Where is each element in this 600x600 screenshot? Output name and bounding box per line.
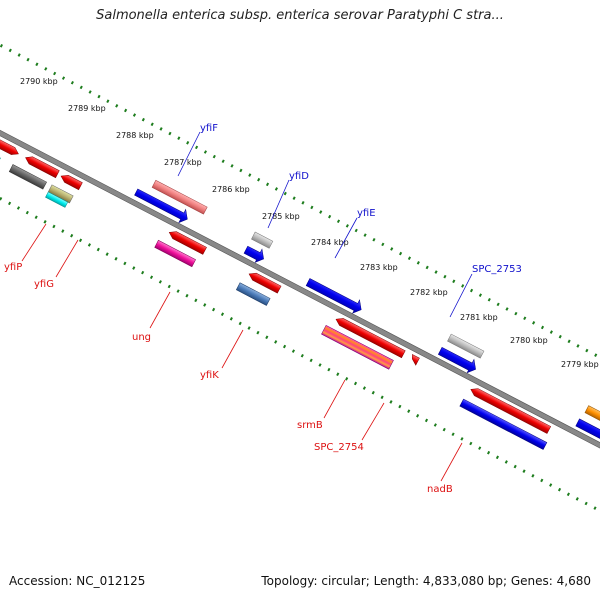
gene-cyan-2[interactable] — [45, 191, 69, 208]
gene-orange[interactable] — [584, 405, 600, 427]
accession-text: Accession: NC_012125 — [9, 574, 146, 588]
ruler-labels: 2790 kbp 2789 kbp 2788 kbp 2787 kbp 2786… — [20, 77, 599, 369]
gene-olive[interactable] — [47, 184, 74, 204]
reverse-gene-labels: yfiP yfiG ung yfiK srmB SPC_2754 nadB — [4, 223, 463, 495]
gene-red-3[interactable] — [59, 172, 83, 191]
gene-srmB[interactable] — [334, 316, 406, 359]
ruler-label: 2779 kbp — [561, 360, 599, 369]
gene-yfiG[interactable] — [8, 164, 47, 190]
gene-label: SPC_2754 — [314, 442, 364, 453]
gene-forward-3[interactable] — [574, 415, 600, 445]
ruler-label: 2781 kbp — [460, 313, 498, 322]
ruler-label: 2788 kbp — [116, 131, 154, 140]
ruler-label: 2782 kbp — [410, 288, 448, 297]
gene-label: nadB — [427, 484, 453, 495]
gene-red-2[interactable] — [24, 154, 60, 179]
gene-red-small[interactable] — [409, 354, 420, 366]
gene-label: yfiD — [289, 171, 309, 182]
ruler-label: 2790 kbp — [20, 77, 58, 86]
ruler-label: 2780 kbp — [510, 336, 548, 345]
ruler-label: 2785 kbp — [262, 212, 300, 221]
gene-magenta[interactable] — [154, 239, 196, 268]
gene-red-yfiK[interactable] — [247, 270, 282, 294]
ruler-label: 2787 kbp — [164, 158, 202, 167]
inner-tick-row — [0, 155, 600, 528]
gene-yfiE[interactable] — [305, 275, 365, 316]
gene-forward-2[interactable] — [437, 344, 479, 376]
gene-label: ung — [132, 332, 151, 343]
ruler-label: 2789 kbp — [68, 104, 106, 113]
gene-label: yfiF — [200, 123, 218, 134]
gene-yfiP[interactable] — [0, 110, 20, 158]
gene-gray-1[interactable] — [251, 231, 274, 249]
ruler-label: 2783 kbp — [360, 263, 398, 272]
gene-SPC_2754[interactable] — [321, 324, 394, 370]
gene-label: yfiK — [200, 370, 219, 381]
gene-blue-nadB[interactable] — [459, 398, 548, 450]
ruler-label: 2784 kbp — [311, 238, 349, 247]
forward-gene-labels: yfiF yfiD yfiE SPC_2753 — [177, 123, 522, 318]
gene-nadB[interactable] — [469, 386, 552, 434]
gene-label: yfiG — [34, 279, 54, 290]
gene-label: yfiE — [357, 208, 376, 219]
topology-text: Topology: circular; Length: 4,833,080 bp… — [261, 574, 591, 588]
gene-yfiD[interactable] — [243, 243, 268, 266]
gene-label: yfiP — [4, 262, 22, 273]
gene-ung[interactable] — [167, 229, 207, 255]
gene-yfiK[interactable] — [235, 282, 271, 306]
outer-tick-row — [0, 34, 600, 407]
gene-yfiF[interactable] — [151, 179, 208, 215]
forward-strand — [133, 179, 600, 445]
gene-label: SPC_2753 — [472, 264, 522, 275]
reverse-strand — [0, 110, 552, 450]
gene-forward-1[interactable] — [133, 185, 191, 225]
ruler-label: 2786 kbp — [212, 185, 250, 194]
gene-label: srmB — [297, 420, 323, 431]
genome-backbone — [0, 102, 600, 478]
map-title: Salmonella enterica subsp. enterica sero… — [96, 8, 504, 23]
gene-SPC_2753[interactable] — [447, 333, 485, 359]
